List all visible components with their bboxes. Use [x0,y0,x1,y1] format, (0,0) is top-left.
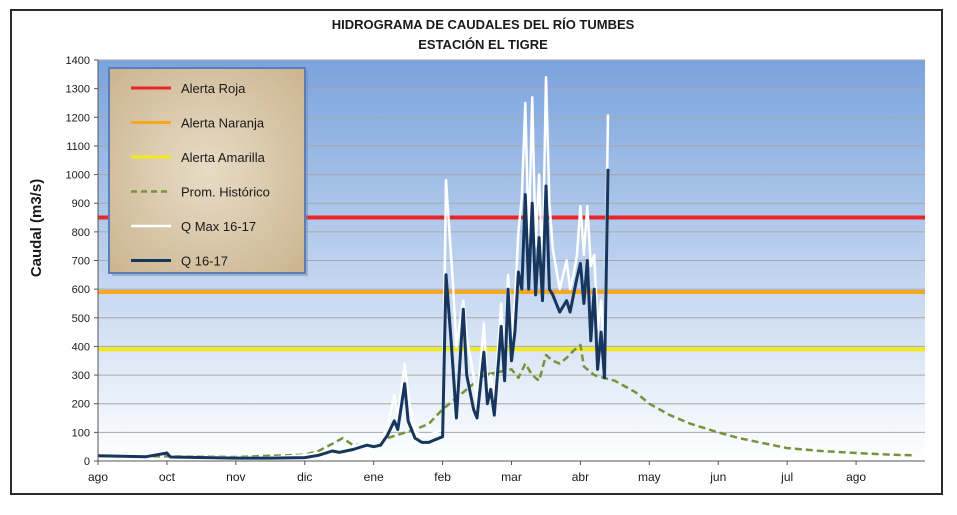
x-tick-label: ago [88,470,108,484]
legend-label-alerta-amarilla: Alerta Amarilla [181,150,266,165]
legend-label-alerta-roja: Alerta Roja [181,81,246,96]
x-tick-label: jul [780,470,793,484]
y-tick-label: 600 [72,284,90,296]
series-q-16-17 [97,168,610,460]
x-tick-label: abr [572,470,589,484]
y-tick-label: 500 [72,313,90,325]
chart-title: HIDROGRAMA DE CAUDALES DEL RÍO TUMBES [332,17,635,32]
y-tick-label: 1200 [66,112,90,124]
y-tick-label: 1400 [66,55,90,67]
chart-subtitle: ESTACIÓN EL TIGRE [418,37,548,52]
legend-box [108,67,306,274]
legend-label-alerta-naranja: Alerta Naranja [181,116,265,131]
legend-label-prom-historico: Prom. Histórico [181,185,270,200]
y-tick-label: 300 [72,370,90,382]
legend: Alerta Roja Alerta Naranja Alerta Amarilla… [108,67,308,276]
x-tick-label: jun [709,470,726,484]
y-axis-label: Caudal (m3/s) [28,179,45,277]
legend-label-q-max-16-17: Q Max 16-17 [181,219,256,234]
x-tick-label: ene [364,470,384,484]
y-tick-label: 1300 [66,84,90,96]
x-tick-label: ago [846,470,866,484]
y-tick-label: 1100 [66,141,90,153]
y-tick-label: 700 [72,256,90,268]
y-tick-label: 100 [72,427,90,439]
y-tick-label: 800 [72,227,90,239]
legend-label-q-16-17: Q 16-17 [181,254,228,269]
x-tick-label: mar [501,470,522,484]
y-tick-label: 1000 [66,170,90,182]
x-tick-label: oct [159,470,176,484]
x-tick-label: dic [297,470,312,484]
x-tick-label: feb [434,470,451,484]
x-tick-label: nov [226,470,245,484]
y-tick-label: 900 [72,198,90,210]
y-tick-label: 0 [84,456,90,468]
y-tick-label: 400 [72,341,90,353]
axes: 0 100 200 300 400 500 600 700 800 900 1000 1100 1200… [66,55,925,484]
x-tick-label: may [638,470,661,484]
y-tick-label: 200 [72,399,90,411]
series-lines [97,75,915,460]
